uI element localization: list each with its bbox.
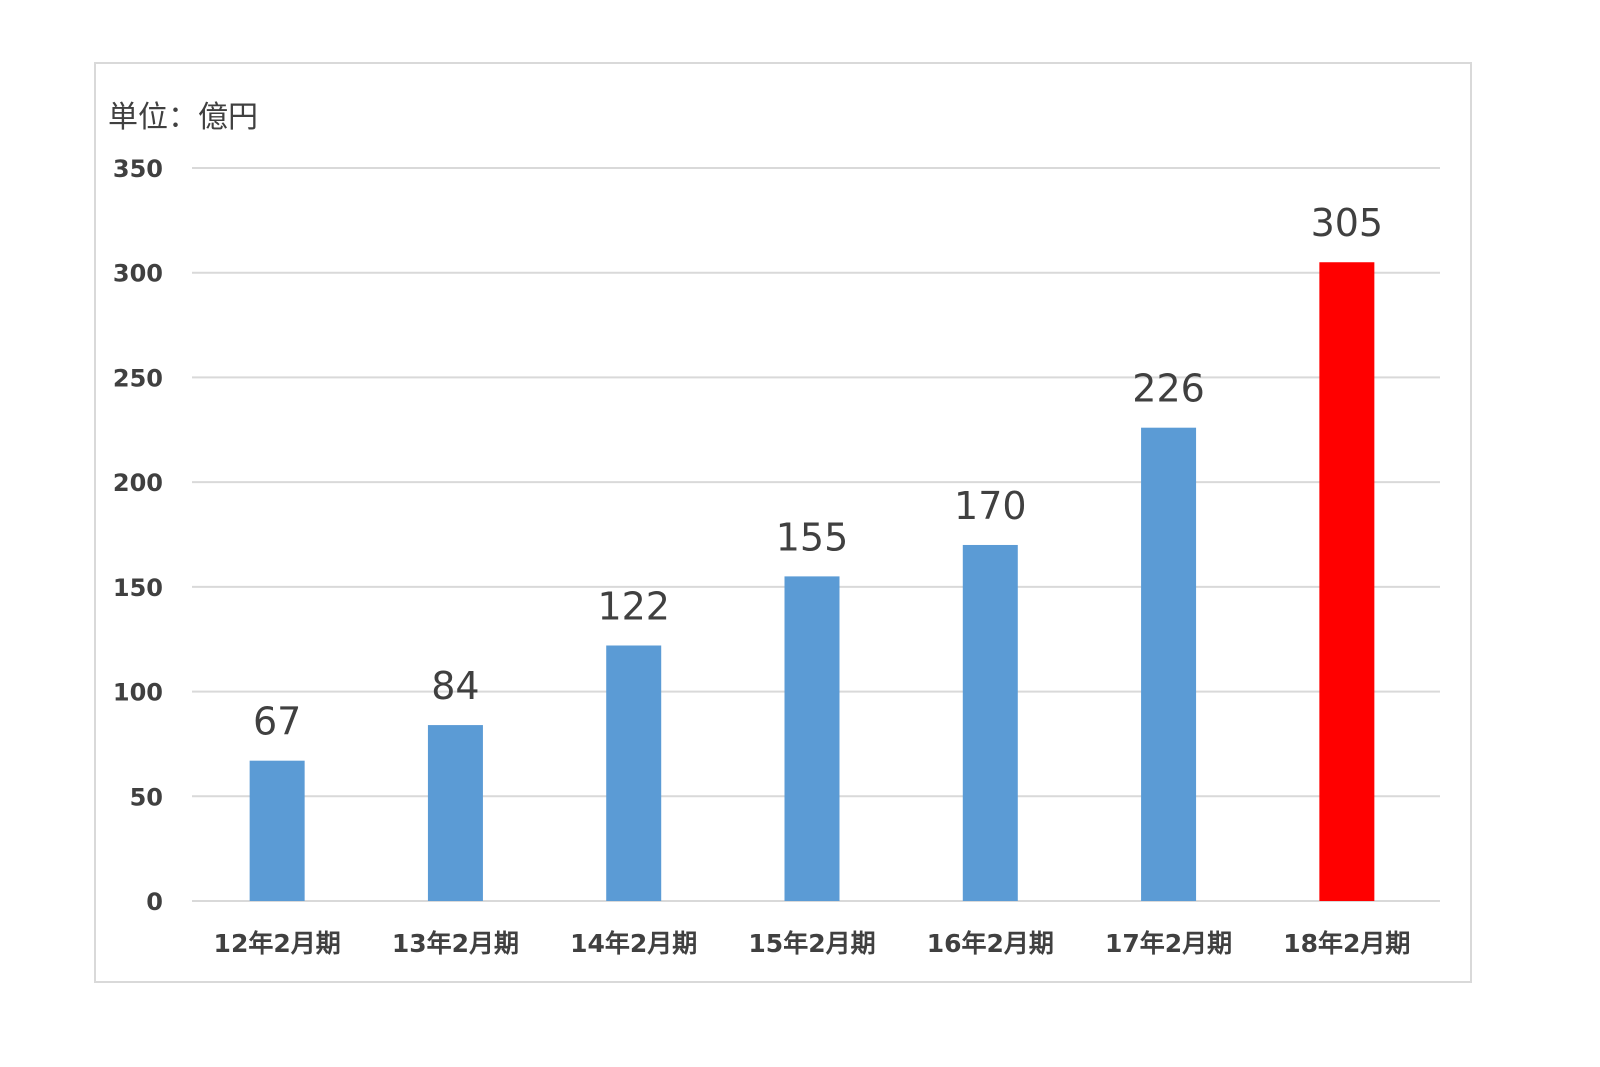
data-label: 67 [253, 700, 301, 744]
y-tick-label: 50 [130, 783, 163, 811]
y-tick-label: 200 [113, 469, 163, 497]
bar-5 [1141, 427, 1197, 901]
y-tick-label: 100 [113, 679, 163, 707]
bar-2 [606, 645, 662, 901]
y-tick-label: 300 [113, 260, 163, 288]
unit-label: 単位：億円 [108, 100, 258, 135]
x-axis-categories: 12年2月期 13年2月期 14年2月期 15年2月期 16年2月期 17年2月期 18年2… [214, 929, 1411, 958]
bars [249, 262, 1375, 901]
y-tick-label: 250 [113, 364, 163, 392]
data-label: 305 [1311, 201, 1384, 245]
y-axis-ticks: 0 50 100 150 200 250 300 350 [113, 155, 163, 916]
bar-0 [249, 760, 305, 901]
chart-frame [94, 62, 1472, 983]
bar-4 [962, 544, 1018, 901]
x-category-label: 16年2月期 [927, 929, 1054, 958]
data-label: 155 [776, 515, 849, 559]
data-label: 84 [431, 664, 479, 708]
y-tick-label: 0 [146, 888, 163, 916]
x-category-label: 14年2月期 [570, 929, 697, 958]
x-category-label: 17年2月期 [1105, 929, 1232, 958]
x-category-label: 13年2月期 [392, 929, 519, 958]
bar-1 [427, 725, 483, 901]
x-category-label: 12年2月期 [214, 929, 341, 958]
y-tick-label: 350 [113, 155, 163, 183]
y-tick-label: 150 [113, 574, 163, 602]
data-label: 170 [954, 484, 1027, 528]
x-category-label: 15年2月期 [748, 929, 875, 958]
data-label: 226 [1132, 367, 1205, 411]
data-labels: 67 84 122 155 170 226 305 [253, 201, 1383, 743]
data-label: 122 [597, 584, 670, 628]
x-category-label: 18年2月期 [1283, 929, 1410, 958]
bar-6 [1319, 262, 1375, 901]
bar-3 [784, 576, 840, 901]
